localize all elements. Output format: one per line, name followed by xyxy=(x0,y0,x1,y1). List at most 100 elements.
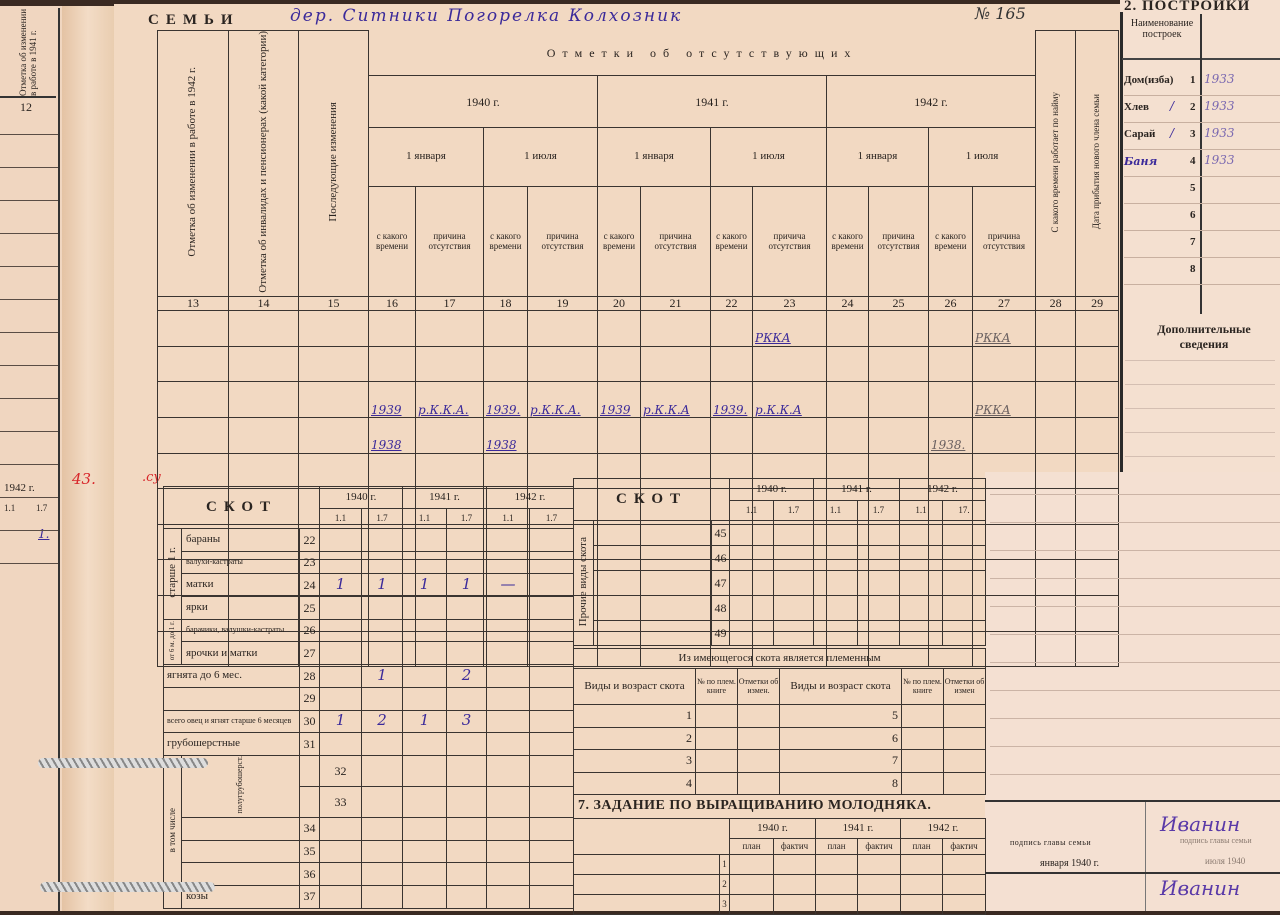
value-cell[interactable] xyxy=(402,686,448,711)
value-cell[interactable] xyxy=(899,620,944,646)
row-label[interactable] xyxy=(593,620,712,646)
value-cell[interactable] xyxy=(529,664,575,688)
value-cell[interactable] xyxy=(446,816,488,841)
table-cell[interactable] xyxy=(298,345,369,383)
value-cell[interactable] xyxy=(486,785,531,818)
value-cell[interactable] xyxy=(402,732,448,756)
value-cell[interactable] xyxy=(857,894,901,915)
table-cell[interactable] xyxy=(1035,594,1077,632)
table-cell[interactable]: 1938 xyxy=(368,417,416,454)
value-cell[interactable] xyxy=(486,550,531,575)
table-cell[interactable] xyxy=(868,310,929,347)
table-cell[interactable] xyxy=(157,452,229,490)
value-cell[interactable] xyxy=(900,854,943,875)
table-cell[interactable] xyxy=(157,381,229,418)
value-cell[interactable] xyxy=(319,732,363,756)
table-cell[interactable] xyxy=(415,452,484,490)
value-cell[interactable] xyxy=(773,595,815,621)
value-cell[interactable] xyxy=(402,528,448,552)
value-cell[interactable] xyxy=(773,545,815,571)
table-cell[interactable]: РККА xyxy=(752,310,827,347)
value-cell[interactable] xyxy=(402,754,448,787)
table-cell[interactable] xyxy=(1035,523,1077,561)
value-cell[interactable] xyxy=(486,664,531,688)
value-cell[interactable] xyxy=(942,749,987,773)
value-cell[interactable] xyxy=(529,732,575,756)
value-cell[interactable] xyxy=(446,596,488,620)
value-cell[interactable] xyxy=(815,894,858,915)
value-cell[interactable] xyxy=(402,618,448,643)
value-cell[interactable] xyxy=(529,550,575,575)
value-cell[interactable] xyxy=(319,839,363,864)
value-cell[interactable] xyxy=(942,854,986,875)
value-cell[interactable] xyxy=(899,520,944,546)
table-cell[interactable] xyxy=(298,417,369,454)
value-cell[interactable] xyxy=(446,641,488,666)
value-cell[interactable]: 1 xyxy=(319,573,363,598)
value-cell[interactable] xyxy=(319,664,363,688)
table-cell[interactable] xyxy=(368,452,416,490)
value-cell[interactable] xyxy=(319,816,363,841)
value-cell[interactable] xyxy=(737,726,780,750)
value-cell[interactable]: 3 xyxy=(446,709,488,734)
value-cell[interactable] xyxy=(446,618,488,643)
value-cell[interactable] xyxy=(446,550,488,575)
table-cell[interactable] xyxy=(1075,310,1120,347)
value-cell[interactable] xyxy=(486,862,531,886)
table-cell[interactable] xyxy=(971,345,1037,383)
value-cell[interactable] xyxy=(446,862,488,886)
value-cell[interactable] xyxy=(402,839,448,864)
breeding-left-num[interactable]: 2 xyxy=(573,726,696,750)
value-cell[interactable] xyxy=(402,785,448,818)
value-cell[interactable] xyxy=(402,641,448,666)
table-cell[interactable]: РККА xyxy=(971,310,1037,347)
value-cell[interactable] xyxy=(529,862,575,886)
breeding-right-num[interactable]: 8 xyxy=(779,771,902,795)
value-cell[interactable] xyxy=(319,618,363,643)
table-cell[interactable]: р.К.К.А xyxy=(752,381,827,418)
table-cell[interactable]: 1939 xyxy=(368,381,416,418)
value-cell[interactable] xyxy=(901,771,944,795)
value-cell[interactable] xyxy=(857,545,901,571)
value-cell[interactable] xyxy=(942,771,987,795)
value-cell[interactable] xyxy=(729,595,775,621)
value-cell[interactable] xyxy=(813,570,859,596)
value-cell[interactable] xyxy=(815,874,858,895)
value-cell[interactable] xyxy=(529,596,575,620)
table-cell[interactable] xyxy=(597,310,641,347)
value-cell[interactable] xyxy=(361,754,404,787)
value-cell[interactable] xyxy=(361,641,404,666)
table-cell[interactable] xyxy=(157,417,229,454)
value-cell[interactable]: 1 xyxy=(361,573,404,598)
value-cell[interactable] xyxy=(942,894,986,915)
table-cell[interactable] xyxy=(298,381,369,418)
value-cell[interactable] xyxy=(486,596,531,620)
value-cell[interactable] xyxy=(361,550,404,575)
value-cell[interactable] xyxy=(402,596,448,620)
table-cell[interactable] xyxy=(1075,594,1120,632)
value-cell[interactable] xyxy=(942,570,987,596)
value-cell[interactable] xyxy=(486,816,531,841)
breeding-right-num[interactable]: 7 xyxy=(779,749,902,773)
value-cell[interactable] xyxy=(529,709,575,734)
value-cell[interactable] xyxy=(729,570,775,596)
value-cell[interactable] xyxy=(529,754,575,787)
value-cell[interactable] xyxy=(529,785,575,818)
value-cell[interactable] xyxy=(942,726,987,750)
table-cell[interactable] xyxy=(710,417,753,454)
value-cell[interactable] xyxy=(900,874,943,895)
value-cell[interactable] xyxy=(319,596,363,620)
table-cell[interactable] xyxy=(640,310,711,347)
table-cell[interactable] xyxy=(752,417,827,454)
breeding-left-num[interactable]: 4 xyxy=(573,771,696,795)
breeding-right-num[interactable]: 6 xyxy=(779,726,902,750)
value-cell[interactable] xyxy=(402,816,448,841)
table-cell[interactable]: 1938 xyxy=(483,417,528,454)
table-cell[interactable] xyxy=(298,310,369,347)
value-cell[interactable] xyxy=(529,528,575,552)
table-cell[interactable] xyxy=(1075,345,1120,383)
value-cell[interactable] xyxy=(942,520,987,546)
value-cell[interactable] xyxy=(695,749,738,773)
table-cell[interactable] xyxy=(826,310,869,347)
breeding-left-num[interactable]: 3 xyxy=(573,749,696,773)
